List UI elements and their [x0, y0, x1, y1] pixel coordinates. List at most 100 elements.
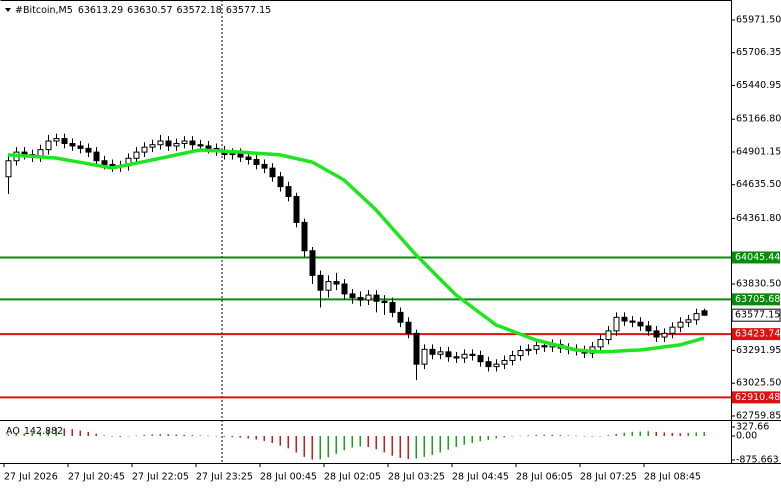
- candle-body: [77, 145, 84, 149]
- ao-bar: [575, 435, 577, 437]
- ao-bar: [31, 432, 33, 436]
- ao-bar: [39, 431, 41, 436]
- ao-tick-label: 0.00: [736, 430, 757, 441]
- candle-body: [653, 330, 660, 338]
- ao-bar: [295, 435, 297, 453]
- ao-bar: [623, 432, 625, 436]
- close: 63577.15: [226, 5, 271, 16]
- y-tick-label: 64901.15: [736, 146, 781, 157]
- candle-body: [173, 142, 180, 147]
- candle-body: [229, 152, 236, 156]
- ao-bar: [271, 435, 273, 444]
- level-label: 62910.48: [735, 392, 780, 403]
- ao-bar: [47, 429, 49, 436]
- ao-bar: [543, 434, 545, 436]
- candle-body: [429, 348, 436, 355]
- x-tick-label: 28 Jul 03:25: [388, 472, 445, 483]
- ao-bar: [647, 431, 649, 436]
- moving-average: [7, 148, 705, 354]
- candle-body: [421, 348, 428, 365]
- ao-bar: [223, 435, 225, 437]
- candle-body: [637, 321, 644, 327]
- ao-bar: [463, 435, 465, 445]
- candle-body: [461, 353, 468, 359]
- candle-body: [5, 160, 12, 178]
- ao-bar: [111, 435, 113, 437]
- price-label: 63577.15: [735, 310, 780, 321]
- candle-body: [269, 167, 276, 178]
- ao-bar: [359, 435, 361, 447]
- ao-bar: [255, 435, 257, 440]
- ao-bar: [351, 435, 353, 448]
- candle-body: [69, 142, 76, 147]
- ao-bar: [503, 435, 505, 438]
- ao-last: 142.882: [24, 426, 63, 437]
- x-tick-label: 28 Jul 08:45: [644, 472, 701, 483]
- ao-bar: [87, 431, 89, 436]
- candle-body: [93, 151, 100, 162]
- y-tick-label: 64635.50: [736, 179, 781, 190]
- ao-bar: [583, 435, 585, 437]
- ao-bar: [71, 429, 73, 436]
- candle-body: [541, 345, 548, 348]
- ao-bar: [183, 434, 185, 436]
- ao-bar: [703, 432, 705, 436]
- ao-bar: [431, 435, 433, 455]
- candle-body: [133, 151, 140, 159]
- level-label-box: [732, 328, 780, 341]
- ao-bar: [199, 435, 201, 436]
- ao-bar: [439, 435, 441, 453]
- ao-name: AO: [6, 426, 20, 437]
- candle-body: [525, 348, 532, 352]
- ao-tick-label: -875.663: [736, 455, 779, 466]
- candle-body: [477, 355, 484, 363]
- ao-bar: [63, 428, 65, 436]
- ao-bar: [311, 435, 313, 460]
- ao-bar: [383, 435, 385, 453]
- ao-bar: [103, 435, 105, 436]
- ao-bar: [191, 435, 193, 436]
- candle-body: [277, 176, 284, 188]
- low: 63572.18: [177, 5, 222, 16]
- candle-body: [341, 283, 348, 295]
- candle-body: [189, 140, 196, 146]
- ao-bar: [167, 434, 169, 436]
- ao-bar: [119, 435, 121, 437]
- candle-body: [445, 351, 452, 358]
- candle-body: [669, 326, 676, 334]
- ao-bar: [15, 433, 17, 436]
- candle-body: [453, 356, 460, 359]
- candle-body: [389, 302, 396, 313]
- ao-bar: [175, 434, 177, 436]
- candle-body: [333, 281, 340, 285]
- candle-body: [317, 274, 324, 291]
- candle-body: [469, 353, 476, 357]
- candle-body: [285, 186, 292, 197]
- y-tick-label: 63830.50: [736, 278, 781, 289]
- ao-bar: [55, 428, 57, 436]
- candle-body: [685, 319, 692, 323]
- candle-body: [645, 325, 652, 332]
- x-tick-label: 28 Jul 07:25: [580, 472, 637, 483]
- ao-bar: [247, 435, 249, 439]
- candle-body: [253, 159, 260, 165]
- candle-body: [61, 138, 68, 144]
- candle-body: [181, 140, 188, 144]
- y-tick-label: 62759.85: [736, 410, 781, 421]
- candle-body: [397, 311, 404, 323]
- candle-body: [509, 355, 516, 361]
- collapse-arrow: [5, 8, 11, 12]
- candle-body: [149, 144, 156, 148]
- candle-body: [597, 338, 604, 348]
- y-tick-label: 64361.80: [736, 213, 781, 224]
- candle-body: [85, 147, 92, 153]
- ao-header: AO 142.882: [6, 426, 63, 437]
- header: #Bitcoin,M5 63613.29 63630.57 63572.18 63577…: [15, 5, 271, 16]
- ao-bar: [655, 431, 657, 436]
- ao-bar: [695, 432, 697, 436]
- ao-bar: [135, 435, 137, 437]
- ao-bar: [495, 435, 497, 439]
